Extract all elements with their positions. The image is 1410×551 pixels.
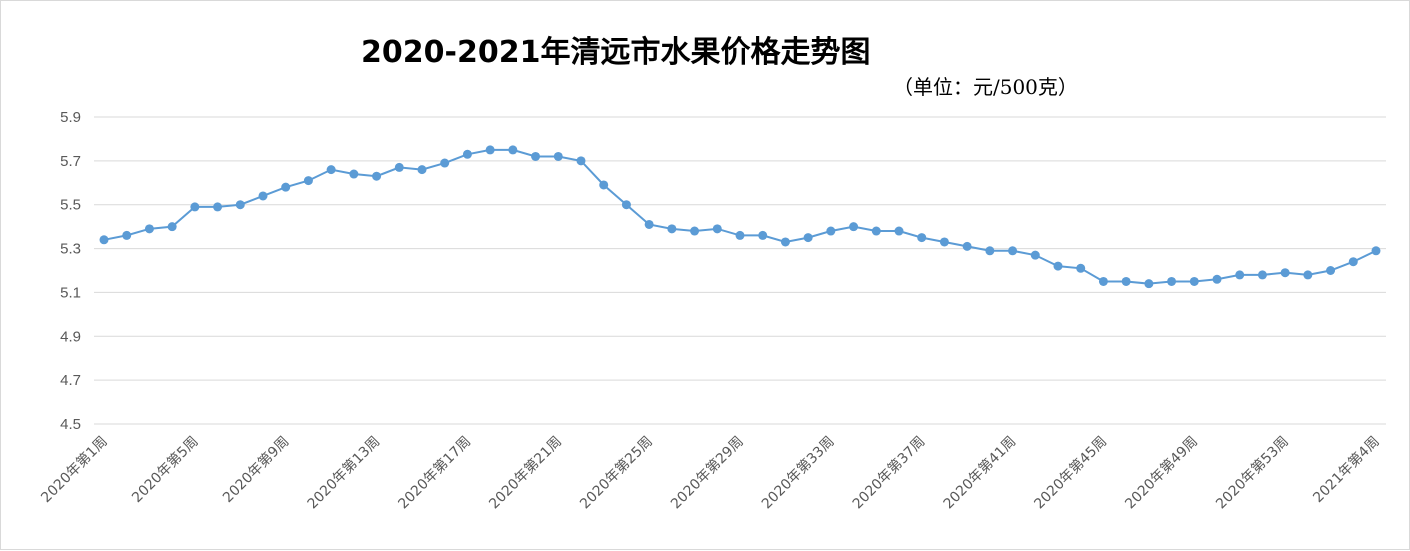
data-point xyxy=(372,171,382,181)
data-point xyxy=(1008,246,1018,256)
price-line xyxy=(103,148,1377,285)
x-category-label: 2020年第1周 xyxy=(38,433,111,506)
x-category-label: 2020年第13周 xyxy=(304,433,384,513)
x-category-label: 2020年第53周 xyxy=(1212,433,1292,513)
chart-unit-subtitle: （单位：元/500克） xyxy=(893,75,1078,99)
x-category-label: 2020年第21周 xyxy=(486,433,566,513)
data-point xyxy=(1348,257,1358,267)
data-point xyxy=(917,233,927,243)
data-point xyxy=(440,158,450,168)
data-point xyxy=(826,226,836,236)
data-point xyxy=(1030,250,1040,260)
data-point xyxy=(485,145,495,155)
x-category-label: 2021年第4周 xyxy=(1310,433,1383,506)
data-point xyxy=(349,169,359,179)
data-point xyxy=(985,246,995,256)
y-tick-label: 4.5 xyxy=(60,416,81,433)
data-point xyxy=(258,191,268,201)
x-category-label: 2020年第33周 xyxy=(758,433,838,513)
data-point xyxy=(1121,276,1131,286)
x-category-label: 2020年第45周 xyxy=(1031,433,1111,513)
y-tick-label: 5.5 xyxy=(60,197,81,214)
data-point xyxy=(144,224,154,234)
data-point xyxy=(326,165,336,175)
data-point xyxy=(1098,276,1108,286)
y-tick-label: 5.3 xyxy=(60,241,81,258)
data-point xyxy=(1280,268,1290,278)
data-point xyxy=(1189,276,1199,286)
data-point xyxy=(281,182,291,192)
data-point xyxy=(167,222,177,232)
data-point xyxy=(508,145,518,155)
data-point xyxy=(712,224,722,234)
x-category-label: 2020年第5周 xyxy=(128,433,201,506)
chart-title: 2020-2021年清远市水果价格走势图 xyxy=(361,35,871,70)
data-point xyxy=(531,151,541,161)
data-point xyxy=(1212,274,1222,284)
y-tick-label: 4.9 xyxy=(60,328,81,345)
data-point xyxy=(667,224,677,234)
data-point xyxy=(871,226,881,236)
data-point xyxy=(235,200,245,210)
data-point xyxy=(735,230,745,240)
data-point xyxy=(690,226,700,236)
data-point xyxy=(621,200,631,210)
data-point xyxy=(394,162,404,172)
x-category-label: 2020年第25周 xyxy=(576,433,656,513)
x-category-label: 2020年第17周 xyxy=(395,433,475,513)
data-point xyxy=(1076,263,1086,273)
data-point xyxy=(803,233,813,243)
data-point xyxy=(849,222,859,232)
data-point xyxy=(1257,270,1267,280)
data-point xyxy=(1303,270,1313,280)
x-category-label: 2020年第41周 xyxy=(940,433,1020,513)
data-point xyxy=(1235,270,1245,280)
x-category-label: 2020年第29周 xyxy=(667,433,747,513)
series-points xyxy=(99,145,1381,289)
y-tick-label: 5.7 xyxy=(60,153,81,170)
data-point xyxy=(599,180,609,190)
data-point xyxy=(962,241,972,251)
y-axis-tick-labels: 4.5 4.7 4.9 5.1 5.3 5.5 5.7 5.9 xyxy=(60,109,81,433)
gridlines xyxy=(94,116,1386,425)
data-point xyxy=(303,176,313,186)
x-category-label: 2020年第49周 xyxy=(1122,433,1202,513)
y-tick-label: 4.7 xyxy=(60,372,81,389)
data-point xyxy=(462,149,472,159)
data-point xyxy=(417,165,427,175)
x-axis-category-labels: 2020年第1周 2020年第5周 2020年第9周 2020年第13周 2020年第1… xyxy=(38,433,1383,513)
data-point xyxy=(644,219,654,229)
data-point xyxy=(894,226,904,236)
data-point xyxy=(1053,261,1063,271)
data-point xyxy=(1371,246,1381,256)
data-point xyxy=(758,230,768,240)
x-category-label: 2020年第9周 xyxy=(219,433,292,506)
data-point xyxy=(1326,266,1336,275)
series-line xyxy=(103,148,1377,285)
data-point xyxy=(576,156,586,166)
data-point xyxy=(553,151,563,161)
data-point xyxy=(1167,276,1177,286)
data-point xyxy=(213,202,223,212)
data-point xyxy=(190,202,200,212)
data-point xyxy=(99,235,109,245)
y-tick-label: 5.9 xyxy=(60,109,81,126)
data-point xyxy=(1144,279,1154,289)
x-category-label: 2020年第37周 xyxy=(849,433,929,513)
y-tick-label: 5.1 xyxy=(60,284,81,301)
data-point xyxy=(122,230,132,240)
data-point xyxy=(780,237,790,247)
data-point xyxy=(939,237,949,247)
